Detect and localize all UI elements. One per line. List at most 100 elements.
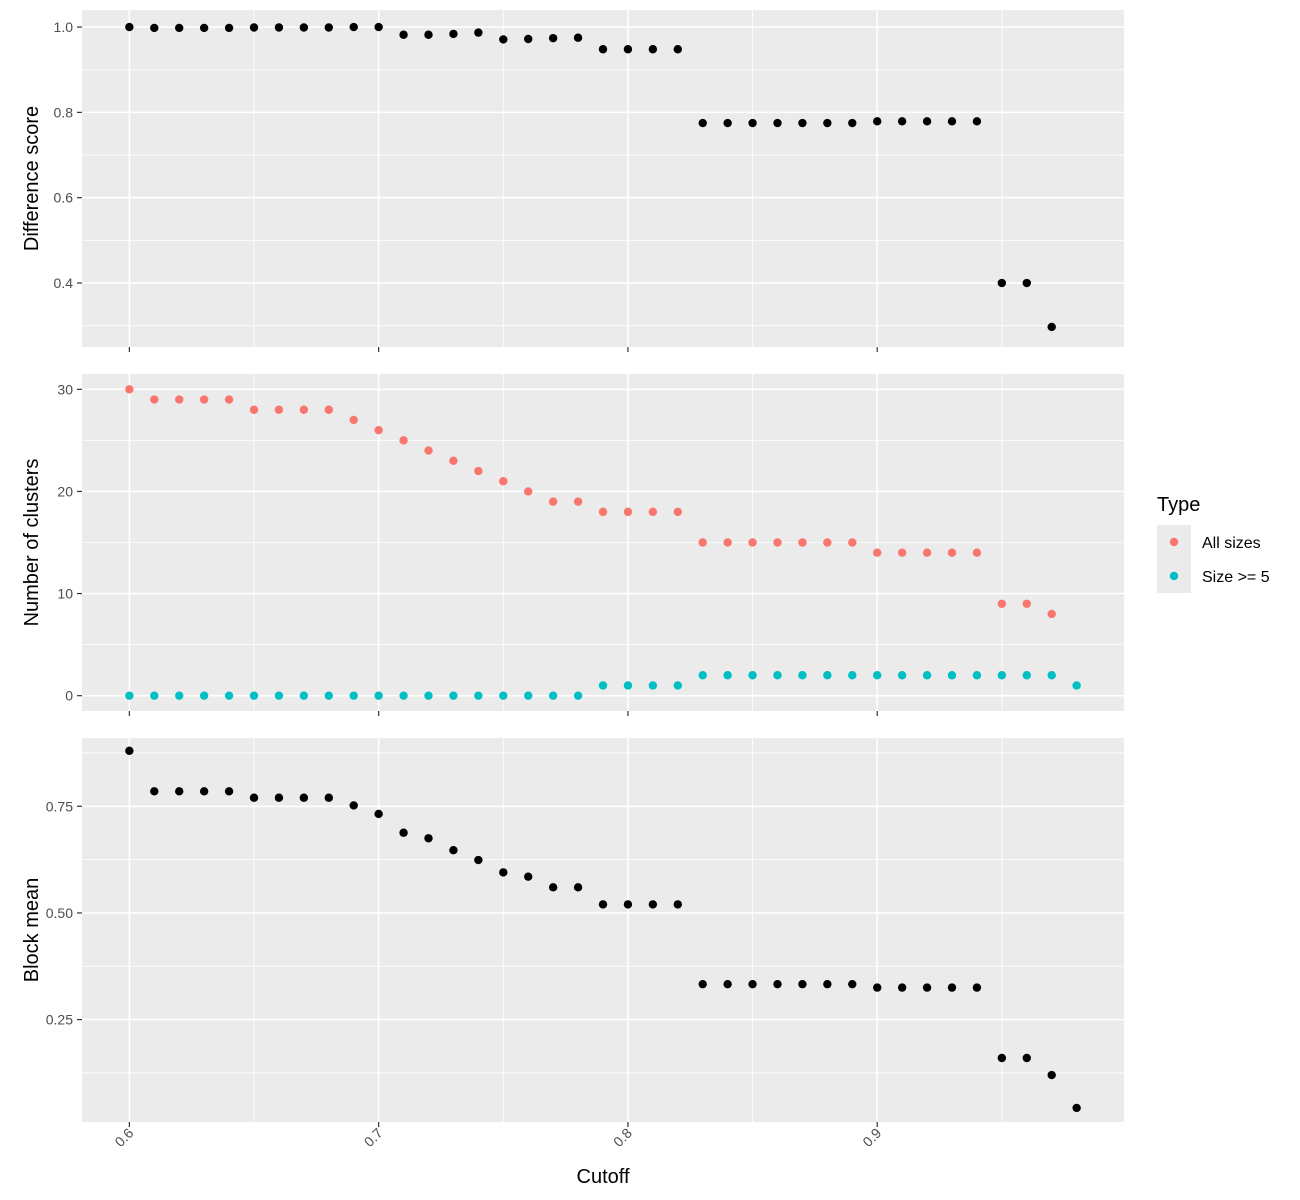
point-size-5 [698,671,707,680]
point-all-sizes [299,405,309,414]
point-series [648,900,658,909]
point-size-5 [798,671,807,680]
panel-2: 0 10 20 30 Number of clusters [21,374,1124,716]
point-all-sizes [374,425,383,435]
point-series [199,787,209,796]
point-all-sizes [698,538,707,547]
point-series [698,979,707,989]
point-all-sizes [424,446,433,455]
point-series [424,834,433,843]
legend-title: Type [1157,494,1200,516]
point-series [623,45,633,54]
point-all-sizes [947,548,957,557]
point-series [274,793,284,802]
y-tick-label: 0.75 [46,798,73,814]
legend-label-all-sizes: All sizes [1202,535,1261,552]
point-series [449,29,458,39]
point-all-sizes [673,507,682,517]
point-size-5 [972,671,982,680]
point-size-5 [424,691,433,700]
point-all-sizes [823,538,832,547]
point-size-5 [723,671,732,680]
point-series [972,117,982,126]
y-tick-label: 0.4 [54,275,74,291]
y-tick-label: 0.50 [46,905,73,921]
point-all-sizes [922,548,932,557]
point-size-5 [598,681,608,690]
point-series [548,33,558,43]
point-series [773,118,782,128]
point-size-5 [524,691,533,700]
point-series [324,793,333,802]
point-size-5 [1072,681,1081,690]
x-tick-label: 0.6 [111,1125,136,1150]
point-all-sizes [224,395,234,404]
point-size-5 [224,691,234,700]
point-series [1072,1103,1081,1113]
point-all-sizes [748,538,757,547]
point-size-5 [274,691,284,700]
point-series [349,801,358,810]
point-series [897,117,907,126]
point-series [299,23,309,32]
y-axis-title-block-mean: Block mean [21,878,43,983]
point-series [598,45,608,54]
x-tick-label: 0.8 [610,1125,635,1150]
point-series [1022,278,1031,288]
point-series [199,23,209,33]
point-series [673,900,682,909]
y-tick-label: 1.0 [54,19,74,35]
point-size-5 [673,681,682,690]
point-series [723,979,732,989]
point-series [573,883,583,892]
point-size-5 [773,671,782,680]
point-size-5 [1047,671,1056,680]
point-series [499,35,508,44]
point-size-5 [873,671,882,680]
point-series [449,846,458,855]
point-all-sizes [175,395,184,404]
point-series [324,23,333,32]
point-series [648,45,658,54]
point-size-5 [823,671,832,680]
point-series [474,28,483,37]
point-series [997,278,1007,288]
point-series [823,118,832,128]
point-series [997,1053,1007,1063]
point-series [798,118,807,128]
legend-key-size-5 [1169,571,1179,581]
point-series [274,23,284,32]
point-series [524,872,533,881]
point-series [524,34,533,44]
point-series [673,45,682,54]
y-tick-label: 20 [57,483,73,499]
point-series [922,983,932,992]
point-series [474,855,483,865]
point-all-sizes [972,548,982,557]
point-series [748,979,757,989]
point-size-5 [848,671,857,680]
point-series [723,118,732,128]
y-tick-label: 0.6 [54,190,74,206]
y-tick-label: 10 [57,586,73,602]
point-series [848,979,857,989]
point-series [150,787,159,796]
panels-layer: 0.4 0.6 0.8 1.0 Difference score 0 10 20 30 Numbe… [21,10,1124,1150]
point-all-sizes [150,395,159,404]
x-axis-title: Cutoff [577,1166,630,1188]
point-all-sizes [773,538,782,547]
point-size-5 [897,671,907,680]
point-series [175,787,184,796]
point-series [424,30,433,39]
point-series [573,33,583,42]
point-size-5 [175,691,184,700]
y-tick-label: 0.25 [46,1012,73,1028]
point-series [922,117,932,126]
point-series [399,30,408,39]
panel-3: 0.25 0.50 0.75 Block mean 0.6 0.7 0.8 0.9 [21,738,1124,1150]
point-all-sizes [324,405,333,414]
point-size-5 [748,671,757,680]
point-all-sizes [249,405,259,414]
panel-background [82,738,1124,1122]
